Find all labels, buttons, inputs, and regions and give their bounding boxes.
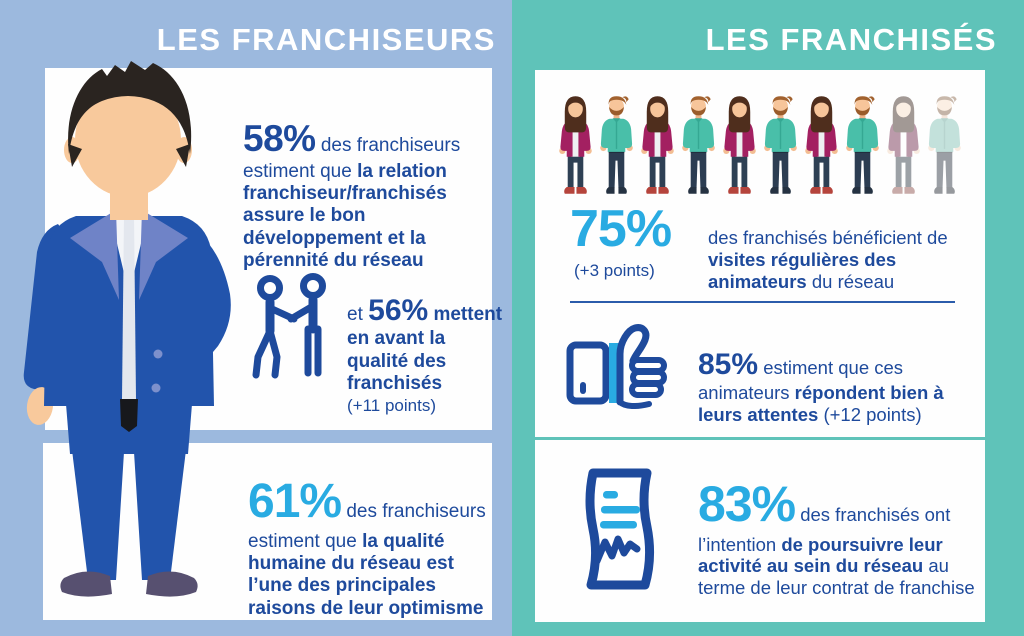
person-man-icon bbox=[925, 92, 964, 200]
stat-85: 85% estiment que ces animateurs réponden… bbox=[698, 347, 986, 426]
stat-56-value: 56% bbox=[368, 294, 429, 327]
person-woman-icon bbox=[884, 92, 923, 200]
person-woman-icon bbox=[720, 92, 759, 200]
stat-56-prefix: et bbox=[347, 304, 363, 325]
stat-75-tail: du réseau bbox=[811, 270, 895, 292]
stat-85-note: (+12 points) bbox=[823, 403, 922, 425]
stat-56-note: (+11 points) bbox=[347, 395, 436, 415]
stat-58: 58% des franchiseurs estiment que la rel… bbox=[243, 117, 495, 273]
stat-75-emphasis: visites régulières des animateurs bbox=[708, 248, 897, 292]
handshake-icon bbox=[252, 273, 326, 379]
stat-85-value: 85% bbox=[698, 347, 759, 381]
stat-75-value: 75% bbox=[570, 200, 672, 258]
stat-85-emphasis: répondent bien à leurs attentes bbox=[698, 381, 944, 425]
stat-83-value: 83% bbox=[698, 475, 796, 532]
person-man-icon bbox=[679, 92, 718, 200]
people-row bbox=[556, 90, 964, 200]
stat-56-emphasis: mettent en avant la qualité des franchis… bbox=[347, 304, 503, 395]
stat-83-tail: au terme de leur contrat de franchise bbox=[698, 555, 975, 599]
stat-58-lead: des franchiseurs estiment que bbox=[243, 135, 461, 182]
stat-85-lead: estiment que ces animateurs bbox=[698, 356, 904, 403]
stat-83: 83% des franchisés ont l’intention de po… bbox=[698, 475, 986, 599]
person-woman-icon bbox=[802, 92, 841, 200]
section-divider bbox=[570, 301, 955, 303]
franchisees-card-bottom: 83% des franchisés ont l’intention de po… bbox=[535, 440, 985, 622]
stat-75-lead: des franchisés bénéficient de bbox=[708, 226, 948, 248]
stat-58-value: 58% bbox=[243, 118, 316, 159]
stat-83-lead: des franchisés ont l’intention bbox=[698, 503, 951, 555]
stat-61: 61% des franchiseurs estiment que la qua… bbox=[248, 474, 498, 620]
person-man-icon bbox=[843, 92, 882, 200]
stat-61-lead: des franchiseurs estiment que bbox=[248, 501, 486, 552]
thumbs-up-icon bbox=[566, 324, 667, 410]
stat-75-text: des franchisés bénéficient de visites ré… bbox=[708, 222, 976, 294]
businessman-illustration bbox=[23, 61, 231, 597]
stat-56: et 56% mettent en avant la qualité des f… bbox=[347, 293, 505, 416]
stat-83-emphasis: de poursuivre leur activité au sein du r… bbox=[698, 533, 943, 577]
person-man-icon bbox=[761, 92, 800, 200]
stat-58-emphasis: la relation franchiseur/franchisés assur… bbox=[243, 160, 447, 272]
stat-75-note: (+3 points) bbox=[574, 261, 655, 280]
franchisors-title: LES FRANCHISEURS bbox=[156, 22, 496, 57]
contract-icon bbox=[585, 468, 655, 590]
franchisees-card-top: 75% (+3 points) des franchisés bénéficie… bbox=[535, 70, 985, 437]
stat-61-value: 61% bbox=[248, 475, 342, 528]
franchisees-title: LES FRANCHISÉS bbox=[705, 22, 997, 57]
person-man-icon bbox=[597, 92, 636, 200]
stat-61-emphasis: la qualité humaine du réseau est l’une d… bbox=[248, 530, 484, 619]
stat-75: 75% (+3 points) des franchisés bénéficie… bbox=[570, 203, 976, 312]
person-woman-icon bbox=[556, 92, 595, 200]
person-woman-icon bbox=[638, 92, 677, 200]
